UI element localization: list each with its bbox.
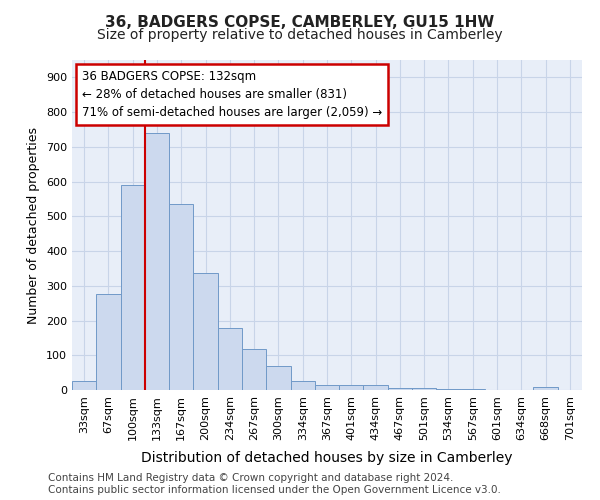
Bar: [533, 387, 558, 390]
Bar: [242, 349, 266, 390]
Text: 36 BADGERS COPSE: 132sqm
← 28% of detached houses are smaller (831)
71% of semi-: 36 BADGERS COPSE: 132sqm ← 28% of detach…: [82, 70, 382, 119]
Bar: [364, 386, 388, 390]
Bar: [266, 366, 290, 390]
Bar: [218, 328, 242, 390]
Text: 36, BADGERS COPSE, CAMBERLEY, GU15 1HW: 36, BADGERS COPSE, CAMBERLEY, GU15 1HW: [106, 15, 494, 30]
Bar: [145, 133, 169, 390]
Y-axis label: Number of detached properties: Number of detached properties: [28, 126, 40, 324]
Bar: [339, 385, 364, 390]
Bar: [388, 388, 412, 390]
Bar: [169, 204, 193, 390]
Bar: [290, 382, 315, 390]
Bar: [72, 382, 96, 390]
Bar: [96, 294, 121, 390]
Bar: [315, 385, 339, 390]
Text: Contains HM Land Registry data © Crown copyright and database right 2024.
Contai: Contains HM Land Registry data © Crown c…: [48, 474, 501, 495]
Text: Size of property relative to detached houses in Camberley: Size of property relative to detached ho…: [97, 28, 503, 42]
X-axis label: Distribution of detached houses by size in Camberley: Distribution of detached houses by size …: [141, 451, 513, 465]
Bar: [412, 388, 436, 390]
Bar: [193, 272, 218, 390]
Bar: [121, 185, 145, 390]
Bar: [436, 388, 461, 390]
